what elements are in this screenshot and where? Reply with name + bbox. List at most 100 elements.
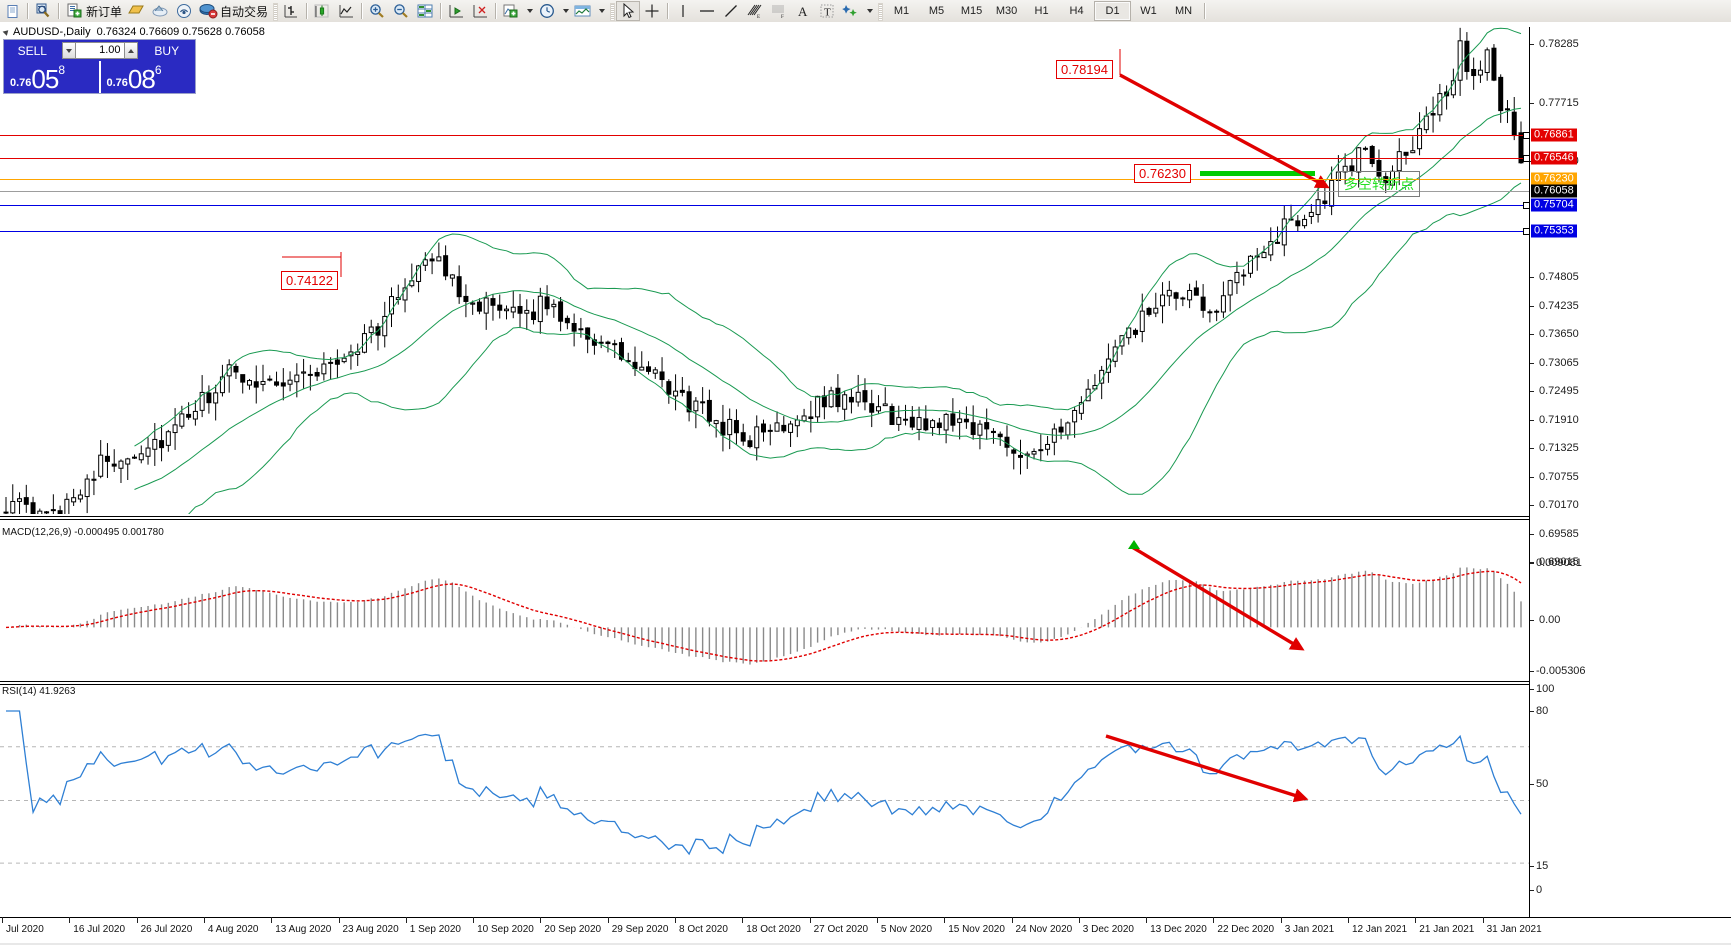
chart-area[interactable]: 0.78194 0.76230 0.74122 多空转折点 MACD(12,26… — [0, 27, 1731, 917]
volume-stepper[interactable]: 1.00 — [61, 42, 138, 59]
price-level-drag-handle[interactable] — [1523, 131, 1530, 139]
line-chart-icon[interactable] — [334, 1, 358, 21]
price-chart-canvas[interactable] — [0, 27, 1529, 514]
annotation-price-box-pivot[interactable]: 0.76230 — [1134, 164, 1191, 183]
price-axis[interactable]: 0.782850.777150.771300.748050.742350.736… — [1523, 27, 1731, 917]
bollinger-lower — [188, 182, 1522, 514]
resistance-line-1[interactable] — [0, 135, 1529, 136]
support-line-1[interactable] — [0, 205, 1529, 206]
horizontal-line-icon[interactable] — [695, 1, 719, 21]
channel-icon[interactable]: F — [767, 1, 791, 21]
macd-downtrend-arrow[interactable] — [1131, 545, 1305, 651]
rsi-chart-canvas[interactable] — [0, 684, 1529, 917]
sell-price[interactable]: 0.76 05 8 — [4, 61, 101, 93]
signal-icon[interactable] — [172, 1, 196, 21]
auto-trade-icon[interactable] — [196, 1, 220, 21]
price-tick: 0.77715 — [1530, 97, 1579, 109]
data-window-icon[interactable] — [413, 1, 437, 21]
text-label-icon[interactable]: A — [791, 1, 815, 21]
indicators-add-icon[interactable] — [499, 1, 523, 21]
crosshair-icon[interactable] — [640, 1, 664, 21]
resistance-line-2[interactable] — [0, 158, 1529, 159]
bar-chart-icon[interactable] — [279, 1, 303, 21]
sell-price-sup: 8 — [58, 63, 66, 77]
buy-button[interactable]: BUY — [154, 43, 180, 58]
text-box-icon[interactable]: T — [815, 1, 839, 21]
toolbar-grip[interactable] — [270, 2, 279, 21]
trendline-icon[interactable] — [719, 1, 743, 21]
price-level-label-0.76058[interactable]: 0.76058 — [1531, 184, 1577, 198]
cloud-icon[interactable] — [148, 1, 172, 21]
candlestick-series — [3, 27, 1524, 514]
timeframe-w1-button[interactable]: W1 — [1140, 5, 1157, 17]
rsi-label[interactable]: RSI(14) 41.9263 — [2, 686, 76, 697]
new-order-label[interactable]: 新订单 — [86, 4, 123, 19]
magnifier-search-icon[interactable] — [31, 1, 55, 21]
templates-dropdown-icon[interactable] — [595, 1, 607, 21]
sell-button[interactable]: SELL — [17, 43, 47, 58]
timeframe-d1-button[interactable]: D1 — [1094, 1, 1132, 21]
shift-chart-icon[interactable] — [444, 1, 468, 21]
macd-chart-canvas[interactable] — [0, 519, 1529, 679]
rsi-panel[interactable] — [0, 684, 1529, 917]
zoom-out-icon[interactable] — [389, 1, 413, 21]
annotation-note-turning-point[interactable]: 多空转折点 — [1338, 171, 1420, 197]
buy-price[interactable]: 0.76 08 6 — [101, 61, 196, 93]
candlestick-chart-icon[interactable] — [310, 1, 334, 21]
current-price-line[interactable] — [0, 191, 1529, 192]
volume-increase-button[interactable] — [123, 42, 138, 59]
date-tick: Jul 2020 — [2, 917, 44, 935]
price-panel[interactable] — [0, 27, 1529, 514]
price-tick: 0.70170 — [1530, 499, 1579, 511]
price-level-drag-handle[interactable] — [1523, 201, 1530, 209]
price-level-label-0.76230[interactable]: 0.76230 — [1531, 172, 1577, 186]
timeframe-m30-button[interactable]: M30 — [995, 5, 1018, 17]
objects-icon[interactable] — [839, 1, 863, 21]
annotation-price-box-low[interactable]: 0.74122 — [281, 271, 338, 290]
timeframe-m5-button[interactable]: M5 — [928, 5, 945, 17]
templates-icon[interactable] — [571, 1, 595, 21]
cursor-icon[interactable] — [616, 1, 641, 21]
volume-decrease-button[interactable] — [61, 42, 76, 59]
downtrend-arrow[interactable] — [1119, 73, 1330, 189]
price-level-label-0.75353[interactable]: 0.75353 — [1523, 224, 1577, 238]
pivot-line[interactable] — [0, 179, 1529, 180]
auto-scroll-icon[interactable] — [468, 1, 492, 21]
timeframe-h1-button[interactable]: H1 — [1034, 5, 1049, 17]
new-order-icon[interactable] — [62, 1, 86, 21]
price-level-drag-handle[interactable] — [1523, 227, 1530, 235]
document-icon[interactable] — [0, 1, 24, 21]
rsi-downtrend-arrow[interactable] — [1105, 734, 1309, 803]
price-tick: 0.70755 — [1530, 471, 1579, 483]
period-clock-icon[interactable] — [535, 1, 559, 21]
folder-icon[interactable] — [124, 1, 148, 21]
support-line-2[interactable] — [0, 231, 1529, 232]
green-highlight-marker[interactable] — [1200, 171, 1315, 176]
price-level-drag-handle[interactable] — [1523, 154, 1530, 162]
date-tick: 20 Sep 2020 — [540, 917, 602, 935]
annotation-price-box-high[interactable]: 0.78194 — [1056, 60, 1113, 79]
auto-trade-label[interactable]: 自动交易 — [220, 4, 269, 19]
toolbar-separator — [1201, 2, 1208, 20]
bollinger-upper — [134, 27, 1522, 447]
timeframe-m15-button[interactable]: M15 — [960, 5, 983, 17]
vertical-line-icon[interactable] — [671, 1, 695, 21]
price-level-label-0.76546[interactable]: 0.76546 — [1523, 151, 1577, 165]
toolbar-grip[interactable] — [875, 2, 884, 21]
objects-dropdown-icon[interactable] — [863, 1, 875, 21]
toolbar-grip[interactable] — [607, 2, 616, 21]
fibonacci-icon[interactable]: E — [743, 1, 767, 21]
timeframe-mn-button[interactable]: MN — [1174, 5, 1193, 17]
macd-label[interactable]: MACD(12,26,9) -0.000495 0.001780 — [2, 527, 164, 538]
zoom-in-icon[interactable] — [365, 1, 389, 21]
timeframe-m1-button[interactable]: M1 — [893, 5, 910, 17]
rsi-tick: 15 — [1530, 860, 1548, 872]
date-axis[interactable]: Jul 2020 16 Jul 2020 26 Jul 2020 4 Aug 2020… — [0, 917, 1731, 945]
indicators-dropdown-icon[interactable] — [523, 1, 535, 21]
volume-input[interactable]: 1.00 — [75, 42, 124, 59]
macd-panel[interactable] — [0, 519, 1529, 679]
timeframe-h4-button[interactable]: H4 — [1069, 5, 1084, 17]
period-dropdown-icon[interactable] — [559, 1, 571, 21]
price-level-label-0.76861[interactable]: 0.76861 — [1523, 128, 1577, 142]
price-level-label-0.75704[interactable]: 0.75704 — [1523, 198, 1577, 212]
